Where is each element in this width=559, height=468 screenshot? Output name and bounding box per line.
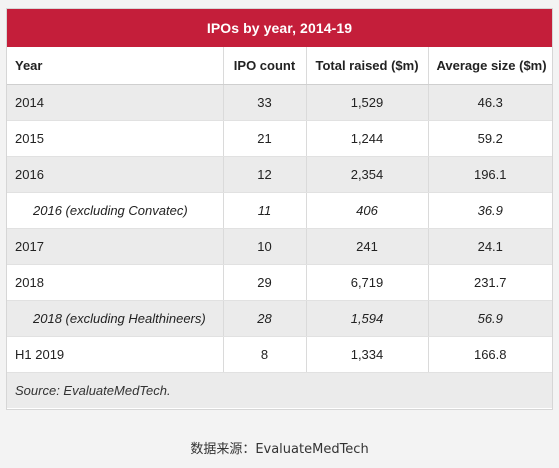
cell-ipo-count: 29 xyxy=(223,264,307,301)
cell-ipo-count: 10 xyxy=(223,228,307,265)
table-row-subtotal: 2018 (excluding Healthineers) 28 1,594 5… xyxy=(7,300,552,337)
table-row: 2016 12 2,354 196.1 xyxy=(7,156,552,193)
table-row: 2014 33 1,529 46.3 xyxy=(7,84,552,121)
cell-year: 2014 xyxy=(7,84,224,121)
cell-total-raised: 241 xyxy=(306,228,429,265)
cell-total-raised: 406 xyxy=(306,192,429,229)
cell-year: 2018 xyxy=(7,264,224,301)
cell-total-raised: 1,244 xyxy=(306,120,429,157)
cell-year: 2016 xyxy=(7,156,224,193)
cell-ipo-count: 21 xyxy=(223,120,307,157)
cell-average-size: 59.2 xyxy=(428,120,552,157)
cell-average-size: 24.1 xyxy=(428,228,552,265)
cell-average-size: 56.9 xyxy=(428,300,552,337)
cell-total-raised: 1,334 xyxy=(306,336,429,373)
table-row: 2015 21 1,244 59.2 xyxy=(7,120,552,157)
cell-average-size: 166.8 xyxy=(428,336,552,373)
ipo-table-card: IPOs by year, 2014-19 Year IPO count Tot… xyxy=(6,8,553,410)
table-header-row: Year IPO count Total raised ($m) Average… xyxy=(7,47,552,85)
cell-total-raised: 6,719 xyxy=(306,264,429,301)
cell-year: 2017 xyxy=(7,228,224,265)
table-row: 2018 29 6,719 231.7 xyxy=(7,264,552,301)
cell-average-size: 46.3 xyxy=(428,84,552,121)
cell-total-raised: 1,529 xyxy=(306,84,429,121)
cell-year: 2016 (excluding Convatec) xyxy=(7,192,224,229)
cell-ipo-count: 11 xyxy=(223,192,307,229)
ipo-table: Year IPO count Total raised ($m) Average… xyxy=(7,47,552,373)
cell-ipo-count: 12 xyxy=(223,156,307,193)
cell-ipo-count: 33 xyxy=(223,84,307,121)
cell-total-raised: 2,354 xyxy=(306,156,429,193)
cell-ipo-count: 28 xyxy=(223,300,307,337)
cell-ipo-count: 8 xyxy=(223,336,307,373)
table-title: IPOs by year, 2014-19 xyxy=(7,9,552,47)
header-total-raised: Total raised ($m) xyxy=(306,47,429,85)
header-year: Year xyxy=(7,47,224,85)
image-caption: 数据来源：EvaluateMedTech xyxy=(190,442,369,457)
cell-year: H1 2019 xyxy=(7,336,224,373)
header-average-size: Average size ($m) xyxy=(428,47,552,85)
cell-total-raised: 1,594 xyxy=(306,300,429,337)
header-ipo-count: IPO count xyxy=(223,47,307,85)
cell-average-size: 231.7 xyxy=(428,264,552,301)
cell-year: 2018 (excluding Healthineers) xyxy=(7,300,224,337)
cell-average-size: 196.1 xyxy=(428,156,552,193)
table-row: 2017 10 241 24.1 xyxy=(7,228,552,265)
table-row: H1 2019 8 1,334 166.8 xyxy=(7,336,552,373)
table-source-note: Source: EvaluateMedTech. xyxy=(7,372,552,408)
cell-year: 2015 xyxy=(7,120,224,157)
table-row-subtotal: 2016 (excluding Convatec) 11 406 36.9 xyxy=(7,192,552,229)
cell-average-size: 36.9 xyxy=(428,192,552,229)
